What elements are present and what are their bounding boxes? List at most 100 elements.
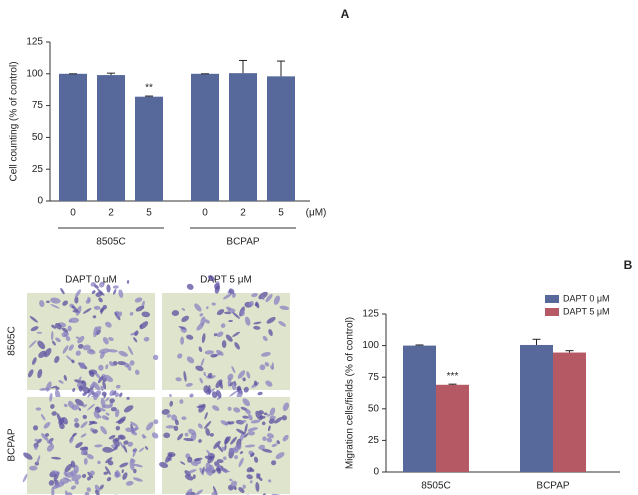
cell (119, 462, 129, 468)
x-tick-label: 2 (240, 208, 246, 219)
cell (251, 292, 258, 298)
cell (220, 323, 226, 328)
column-label: DAPT 0 μM (65, 275, 117, 286)
cell (266, 437, 273, 443)
cell (116, 470, 121, 477)
cell (29, 316, 38, 323)
cell (177, 353, 183, 359)
cell (213, 333, 218, 337)
cell (63, 374, 68, 381)
cell (55, 322, 62, 330)
cell (125, 480, 134, 486)
y-tick-label: 0 (373, 467, 379, 478)
cell (204, 411, 208, 420)
legend-label: DAPT 0 μM (563, 293, 610, 303)
cell (105, 397, 110, 402)
cell (269, 407, 276, 416)
cell (108, 434, 116, 440)
cell (123, 405, 134, 413)
cell (51, 411, 57, 416)
cell (199, 377, 204, 384)
cell (188, 428, 196, 436)
cell (46, 444, 55, 452)
cell (86, 453, 94, 460)
cell (267, 425, 271, 432)
cell (115, 425, 121, 431)
cell (35, 407, 42, 411)
cell (271, 460, 277, 466)
cell (250, 452, 255, 458)
group-label: 8505C (96, 237, 125, 248)
cell (208, 275, 215, 282)
cell (97, 375, 104, 384)
cell (174, 419, 179, 426)
cell (93, 305, 101, 310)
cell (271, 443, 278, 448)
cell (169, 400, 174, 407)
cell (84, 491, 90, 495)
cell (38, 350, 47, 358)
cell (134, 369, 140, 375)
cell (92, 429, 98, 434)
cell (246, 467, 253, 473)
cell (27, 369, 34, 378)
x-tick-label: 0 (202, 208, 208, 219)
cell (129, 360, 135, 366)
bar (520, 344, 553, 472)
row-label: BCPAP (7, 428, 18, 461)
cell (101, 404, 113, 409)
y-tick-label: 25 (32, 164, 44, 175)
cell (101, 415, 108, 420)
cell (72, 432, 77, 437)
cell (79, 362, 86, 369)
cell (180, 461, 186, 465)
cell (118, 350, 128, 357)
cell (261, 448, 273, 453)
cell (102, 446, 113, 453)
cell (97, 288, 105, 296)
cell (194, 303, 202, 312)
cell (206, 449, 212, 456)
cell (109, 389, 115, 397)
cell (236, 390, 244, 399)
cell (132, 463, 143, 468)
cell (104, 374, 114, 383)
cell (78, 407, 82, 411)
cell (104, 466, 111, 475)
cell (102, 337, 109, 345)
cell (73, 417, 79, 423)
cell (141, 311, 151, 318)
cell (116, 311, 123, 318)
cell (248, 300, 254, 307)
cell (212, 405, 220, 411)
legend-label: DAPT 5 μM (563, 306, 610, 316)
cell (71, 359, 75, 364)
cell (67, 325, 72, 332)
cell (93, 410, 100, 419)
cell (159, 461, 169, 469)
cell (186, 334, 194, 340)
cell (126, 280, 130, 284)
cell (161, 408, 170, 415)
cell (105, 457, 113, 464)
cell (192, 474, 196, 480)
y-tick-label: 125 (26, 37, 43, 48)
y-tick-label: 50 (32, 132, 44, 143)
cell (108, 361, 115, 367)
cell (71, 404, 80, 411)
cell (88, 420, 98, 425)
cell (183, 370, 187, 382)
cell (253, 321, 262, 325)
cell (67, 492, 73, 495)
cell (134, 297, 143, 303)
cell (255, 301, 260, 309)
x-tick-label: 2 (108, 208, 114, 219)
cell (113, 289, 117, 295)
bar (97, 75, 125, 201)
cell (85, 299, 91, 304)
cell (39, 300, 45, 308)
cell (171, 310, 180, 316)
cell (278, 320, 286, 327)
cell (117, 434, 126, 440)
cell (238, 487, 245, 493)
